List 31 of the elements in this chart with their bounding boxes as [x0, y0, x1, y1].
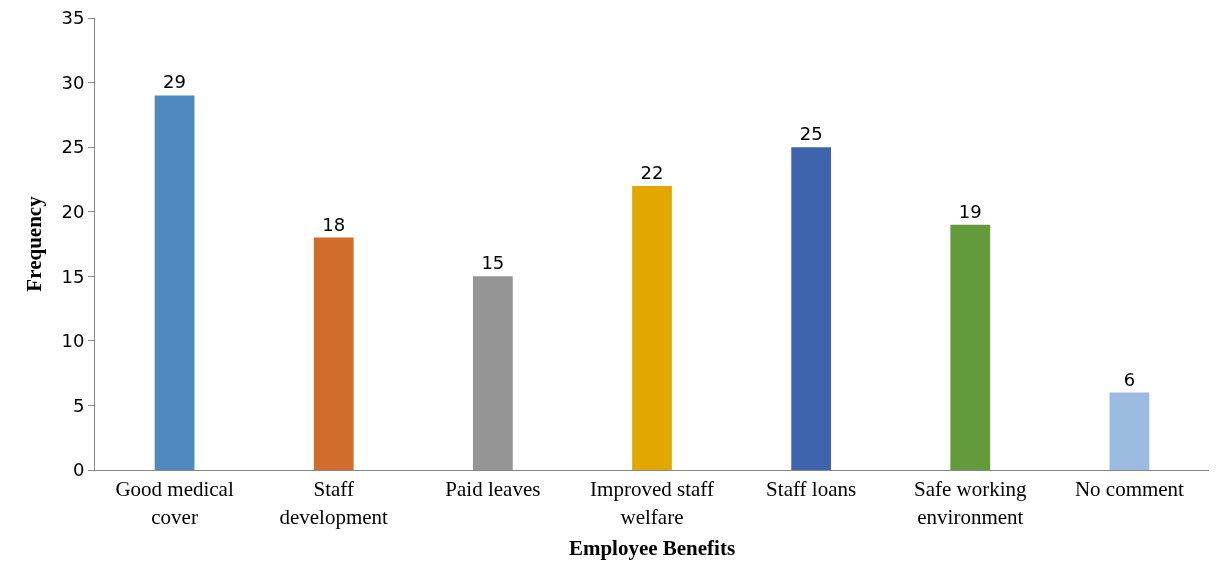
- x-tick-label: Improved staff welfare: [590, 477, 714, 529]
- bar: [154, 95, 195, 470]
- x-tick-label: Paid leaves: [445, 477, 541, 502]
- y-tick-label: 5: [72, 394, 85, 416]
- bar: [632, 185, 672, 470]
- y-tick-label: 15: [61, 265, 85, 287]
- data-label: 22: [640, 161, 664, 183]
- x-tick-label: Safe working environment: [914, 477, 1028, 529]
- data-label: 18: [322, 213, 346, 235]
- bar: [791, 147, 832, 470]
- y-tick-label: 30: [61, 71, 85, 93]
- bar: [472, 276, 513, 470]
- bar: [1109, 392, 1150, 470]
- x-tick-label: Good medical cover: [115, 477, 234, 529]
- data-label: 6: [1123, 368, 1136, 390]
- data-label: 15: [481, 252, 505, 274]
- data-label: 19: [958, 200, 982, 222]
- y-tick-label: 25: [61, 136, 85, 158]
- bar: [313, 237, 354, 470]
- x-tick-label: Staff development: [279, 477, 389, 529]
- y-axis-title: Frequency: [21, 195, 46, 292]
- x-tick-label: Staff loans: [766, 477, 857, 502]
- y-tick-label: 20: [61, 201, 85, 223]
- x-axis-title: Employee Benefits: [568, 535, 736, 560]
- y-tick-label: 35: [61, 7, 85, 29]
- data-label: 25: [799, 123, 823, 145]
- bar: [950, 224, 991, 470]
- y-tick-label: 10: [61, 330, 85, 352]
- y-tick-label: 0: [72, 459, 85, 481]
- data-label: 29: [163, 71, 187, 93]
- x-tick-label: No comment: [1074, 477, 1185, 502]
